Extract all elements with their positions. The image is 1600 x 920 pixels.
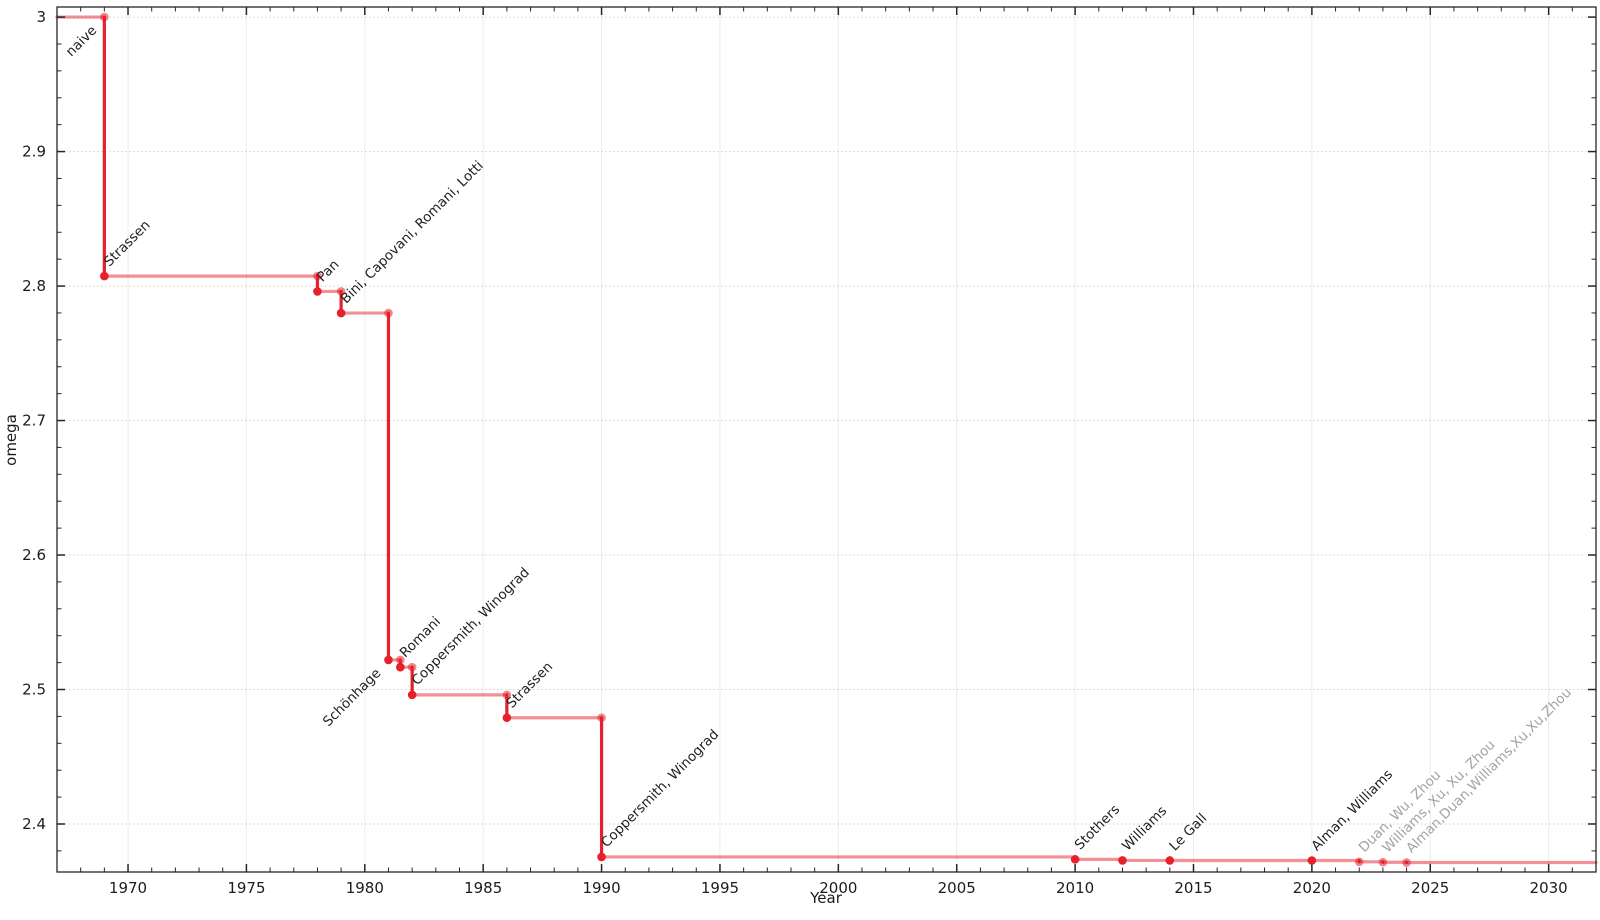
record-point-marker (1402, 858, 1411, 867)
record-point-marker (1118, 856, 1127, 865)
y-tick-label: 3 (36, 8, 46, 26)
record-point-marker (1354, 857, 1364, 867)
record-point-marker (313, 287, 322, 296)
step-corner-marker (336, 287, 346, 296)
x-tick-label: 2015 (1174, 879, 1212, 897)
step-corner-marker (407, 662, 417, 672)
step-corner-marker (313, 271, 322, 281)
x-tick-label: 2030 (1530, 879, 1568, 897)
y-tick-label: 2.8 (22, 277, 46, 295)
record-point-marker (1307, 856, 1317, 865)
point-label: Schönhage (320, 665, 384, 729)
point-label: Stothers (1072, 802, 1124, 854)
x-tick-label: 1985 (464, 879, 502, 897)
step-corner-marker (396, 655, 405, 665)
record-point-marker (502, 713, 512, 723)
y-tick-label: 2.4 (22, 815, 46, 833)
x-tick-label: 1980 (346, 879, 384, 897)
record-point-marker (407, 690, 417, 700)
record-point-marker (384, 655, 393, 665)
point-label: Williams (1119, 803, 1170, 854)
x-tick-label: 2020 (1293, 879, 1331, 897)
record-point-marker (597, 852, 606, 862)
point-label: Strassen (503, 659, 556, 712)
y-axis-title: omega (2, 414, 20, 466)
record-point-marker (1378, 857, 1388, 867)
point-label: Strassen (101, 217, 154, 270)
x-tick-label: 1975 (227, 879, 265, 897)
omega-step-series (55, 15, 1598, 865)
step-corner-marker (384, 308, 393, 318)
point-label: Williams, Xu, Xu, Zhou (1379, 737, 1498, 856)
point-label: Coppersmith, Winograd (598, 727, 722, 851)
x-axis-title: Year (809, 889, 843, 907)
point-label: Bini, Capovani, Romani, Lotti (338, 158, 487, 307)
data-point-markers (100, 12, 1411, 867)
x-tick-label: 1995 (701, 879, 739, 897)
point-label: Le Gall (1166, 810, 1210, 854)
x-tick-label: 2010 (1056, 879, 1094, 897)
point-label: naive (63, 23, 100, 60)
x-tick-label: 2005 (938, 879, 976, 897)
record-point-marker (100, 271, 109, 281)
x-tick-label: 2000 (819, 879, 857, 897)
record-point-marker (396, 662, 405, 672)
y-tick-label: 2.9 (22, 143, 46, 161)
x-tick-label: 2025 (1411, 879, 1449, 897)
record-point-marker (336, 308, 346, 318)
step-corner-marker (100, 12, 109, 22)
step-corner-marker (502, 690, 512, 700)
record-point-marker (1070, 855, 1080, 864)
y-tick-label: 2.5 (22, 681, 46, 699)
axes-frame-and-ticks: 1970 1975 1980 1985 1990 1995 2000 2005 2010 2015… (22, 6, 1597, 897)
record-point-marker (1165, 856, 1175, 865)
x-tick-label: 1970 (109, 879, 147, 897)
plot-frame (56, 6, 1597, 873)
x-tick-label: 1990 (582, 879, 620, 897)
grid-lines (57, 7, 1596, 872)
step-corner-marker (597, 713, 606, 723)
y-tick-label: 2.7 (22, 412, 46, 430)
y-tick-label: 2.6 (22, 546, 46, 564)
